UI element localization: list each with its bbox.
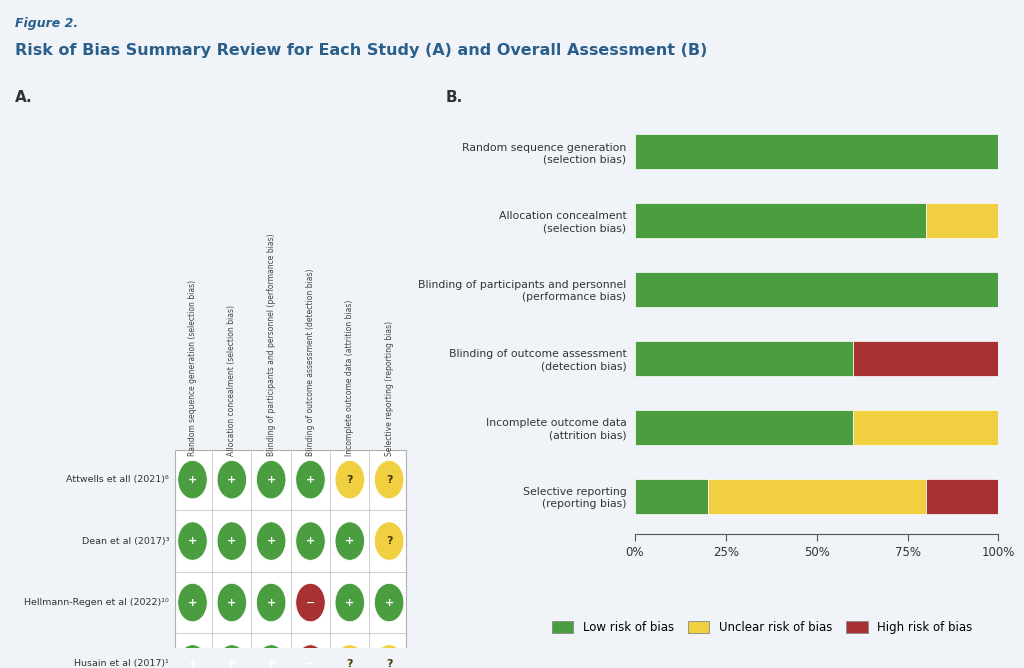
Circle shape: [178, 583, 207, 622]
Circle shape: [335, 522, 365, 560]
Text: ?: ?: [346, 475, 353, 484]
Circle shape: [375, 583, 403, 622]
Circle shape: [375, 460, 403, 499]
Circle shape: [217, 645, 247, 668]
Text: Blinding of outcome assessment (detection bias): Blinding of outcome assessment (detectio…: [306, 268, 315, 456]
Text: +: +: [227, 475, 237, 484]
Circle shape: [256, 645, 286, 668]
Text: Risk of Bias Summary Review for Each Study (A) and Overall Assessment (B): Risk of Bias Summary Review for Each Stu…: [15, 43, 708, 58]
Text: Figure 2.: Figure 2.: [15, 17, 79, 29]
Text: Incomplete outcome data (attrition bias): Incomplete outcome data (attrition bias): [345, 299, 354, 456]
Text: Attwells et all (2021)⁶: Attwells et all (2021)⁶: [67, 475, 169, 484]
Circle shape: [375, 522, 403, 560]
Circle shape: [178, 645, 207, 668]
Circle shape: [217, 522, 247, 560]
Bar: [635, 272, 998, 307]
Circle shape: [335, 583, 365, 622]
Bar: [635, 409, 853, 446]
Bar: [708, 478, 926, 514]
Circle shape: [217, 583, 247, 622]
Circle shape: [375, 645, 403, 668]
Text: Blinding of participants and personnel (performance bias): Blinding of participants and personnel (…: [266, 233, 275, 456]
Text: ?: ?: [386, 475, 392, 484]
Text: ?: ?: [386, 659, 392, 668]
Text: +: +: [187, 536, 198, 546]
Circle shape: [335, 645, 365, 668]
Text: +: +: [266, 536, 275, 546]
Text: +: +: [266, 598, 275, 607]
Bar: [635, 202, 926, 238]
Circle shape: [256, 522, 286, 560]
Text: Husain et al (2017)¹: Husain et al (2017)¹: [75, 659, 169, 668]
Bar: [853, 341, 998, 376]
Text: +: +: [306, 536, 315, 546]
Text: +: +: [227, 659, 237, 668]
Circle shape: [256, 460, 286, 499]
Text: Selective reporting (reporting bias): Selective reporting (reporting bias): [385, 321, 393, 456]
Circle shape: [178, 460, 207, 499]
Text: +: +: [227, 598, 237, 607]
Bar: [175, 450, 407, 668]
Text: +: +: [187, 659, 198, 668]
Text: Allocation concealment (selection bias): Allocation concealment (selection bias): [227, 305, 237, 456]
Text: Dean et al (2017)³: Dean et al (2017)³: [82, 536, 169, 546]
Text: +: +: [227, 536, 237, 546]
Text: Hellmann-Regen et al (2022)¹⁰: Hellmann-Regen et al (2022)¹⁰: [25, 598, 169, 607]
Bar: [635, 341, 853, 376]
Circle shape: [296, 645, 326, 668]
Text: ?: ?: [386, 536, 392, 546]
Text: +: +: [384, 598, 394, 607]
Circle shape: [256, 583, 286, 622]
Circle shape: [296, 460, 326, 499]
Circle shape: [217, 460, 247, 499]
Bar: [853, 409, 998, 446]
Bar: [635, 478, 708, 514]
Circle shape: [296, 522, 326, 560]
Text: +: +: [266, 475, 275, 484]
Text: −: −: [306, 659, 315, 668]
Circle shape: [335, 460, 365, 499]
Text: B.: B.: [445, 90, 463, 105]
Text: +: +: [345, 598, 354, 607]
Circle shape: [178, 522, 207, 560]
Text: +: +: [306, 475, 315, 484]
Text: +: +: [187, 475, 198, 484]
Legend: Low risk of bias, Unclear risk of bias, High risk of bias: Low risk of bias, Unclear risk of bias, …: [547, 616, 977, 639]
Text: +: +: [266, 659, 275, 668]
Text: +: +: [187, 598, 198, 607]
Circle shape: [296, 583, 326, 622]
Bar: [926, 202, 998, 238]
Text: +: +: [345, 536, 354, 546]
Bar: [635, 134, 998, 170]
Text: ?: ?: [346, 659, 353, 668]
Text: −: −: [306, 598, 315, 607]
Text: A.: A.: [15, 90, 33, 105]
Text: Random sequence generation (selection bias): Random sequence generation (selection bi…: [188, 279, 197, 456]
Bar: [926, 478, 998, 514]
